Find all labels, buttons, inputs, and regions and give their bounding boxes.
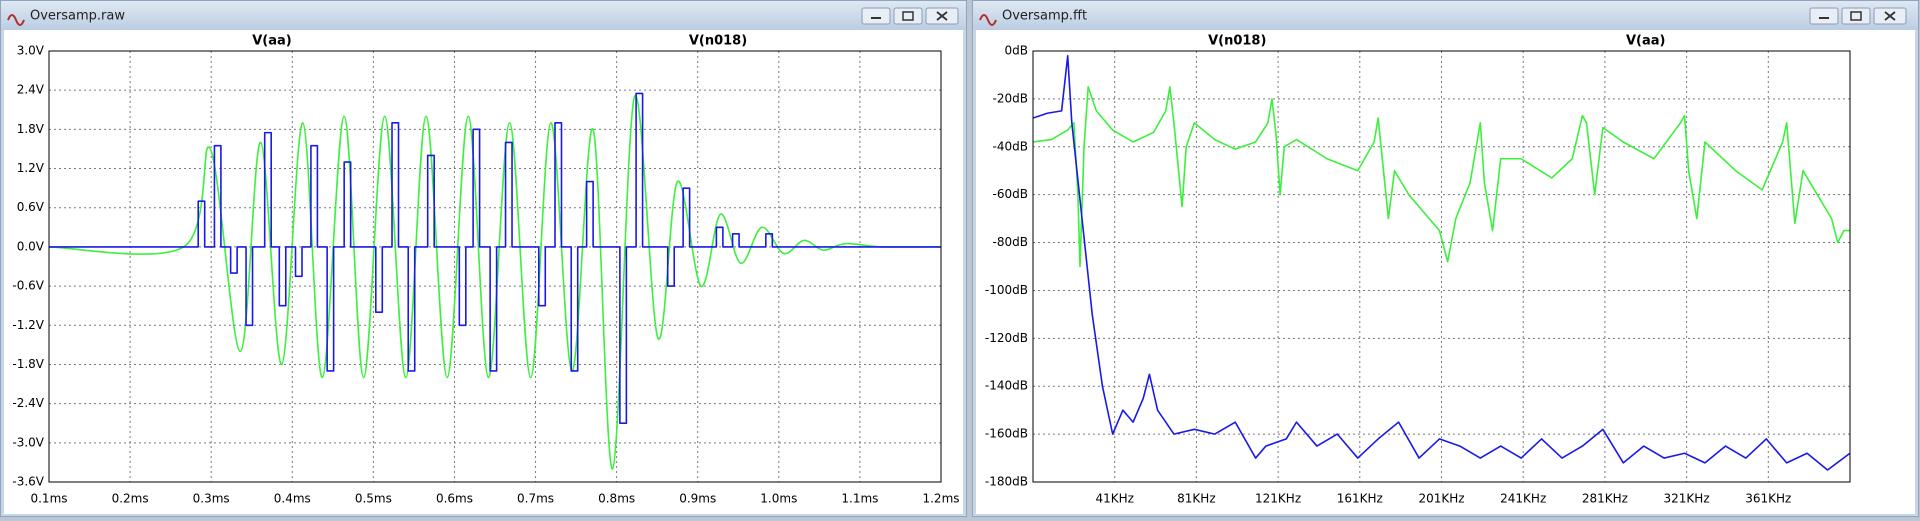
y-tick-label: -120dB: [985, 331, 1028, 345]
x-tick-label: 1.1ms: [841, 492, 878, 506]
x-tick-label: 0.4ms: [274, 492, 311, 506]
x-tick-label: 81KHz: [1177, 492, 1215, 506]
x-tick-label: 0.2ms: [112, 492, 149, 506]
app-icon: [979, 14, 997, 26]
x-tick-label: 281KHz: [1582, 492, 1628, 506]
y-tick-label: -160dB: [985, 427, 1028, 441]
plot-area: [49, 51, 941, 482]
y-tick-label: -0.6V: [12, 279, 44, 293]
plot-border: [1032, 50, 1851, 483]
plot-border: [48, 50, 942, 483]
x-tick-label: 1.0ms: [760, 492, 797, 506]
y-tick-label: -180dB: [985, 475, 1028, 489]
series-group: [1033, 54, 1850, 471]
chart: 3.0V 2.4V 1.8V 1.2V 0.6V 0.0V -0.6V -1.2V -1.8V -…: [12, 34, 959, 506]
y-tick-label: -40dB: [993, 139, 1028, 153]
x-tick-label: 0.7ms: [517, 492, 554, 506]
y-tick-label: -2.4V: [12, 396, 44, 410]
x-tick-label: 241KHz: [1500, 492, 1546, 506]
x-tick-label: 0.8ms: [598, 492, 635, 506]
restore-icon: [1850, 11, 1862, 21]
x-tick-label: 0.5ms: [355, 492, 392, 506]
y-tick-label: -1.2V: [12, 318, 44, 332]
y-tick-label: 3.0V: [17, 44, 45, 58]
y-tick-label: 0.0V: [17, 239, 45, 253]
legend-label: V(aa): [252, 34, 292, 49]
series-line: [49, 94, 941, 470]
x-tick-label: 121KHz: [1255, 492, 1301, 506]
legend-label: V(n018): [689, 34, 747, 49]
close-icon: [936, 11, 948, 21]
title-bar: [973, 1, 1918, 30]
x-tick-label: 0.9ms: [679, 492, 716, 506]
series-line: [1033, 54, 1850, 471]
x-tick-label: 361KHz: [1745, 492, 1791, 506]
x-tick-label: 0.1ms: [30, 492, 67, 506]
x-tick-label: 41KHz: [1095, 492, 1133, 506]
y-tick-label: 1.2V: [17, 161, 45, 175]
x-tick-label: 0.6ms: [436, 492, 473, 506]
y-tick-label: 0dB: [1005, 44, 1028, 58]
x-tick-label: 1.2ms: [922, 492, 959, 506]
minimize-button[interactable]: [861, 7, 891, 25]
x-tick-label: 321KHz: [1664, 492, 1710, 506]
y-tick-label: -80dB: [993, 235, 1028, 249]
y-tick-label: -1.8V: [12, 357, 44, 371]
legend-label: V(aa): [1626, 34, 1666, 49]
y-tick-label: 0.6V: [17, 200, 45, 214]
window-title: Oversamp.raw: [30, 9, 125, 24]
minimize-button[interactable]: [1809, 7, 1839, 25]
y-tick-label: 2.4V: [17, 83, 45, 97]
minimize-icon: [1819, 17, 1829, 19]
y-tick-label: -140dB: [985, 379, 1028, 393]
series-line: [1033, 86, 1850, 268]
y-tick-label: -3.0V: [12, 435, 44, 449]
restore-button[interactable]: [1841, 7, 1871, 25]
minimize-icon: [871, 17, 881, 19]
window-title: Oversamp.fft: [1002, 9, 1087, 24]
series-group: [49, 92, 941, 470]
close-icon: [1884, 11, 1896, 21]
y-tick-label: 1.8V: [17, 122, 45, 136]
title-bar: [1, 1, 966, 30]
app-icon: [7, 14, 25, 26]
y-tick-label: -20dB: [993, 91, 1028, 105]
series-line: [49, 92, 941, 425]
x-tick-label: 161KHz: [1337, 492, 1383, 506]
x-tick-label: 201KHz: [1418, 492, 1464, 506]
legend-label: V(n018): [1208, 34, 1266, 49]
restore-button[interactable]: [893, 7, 923, 25]
restore-icon: [902, 11, 914, 21]
y-tick-label: -3.6V: [12, 475, 44, 489]
y-tick-label: -100dB: [985, 283, 1028, 297]
x-tick-label: 0.3ms: [193, 492, 230, 506]
y-tick-label: -60dB: [993, 187, 1028, 201]
chart: 0dB -20dB -40dB -60dB -80dB -100dB -120dB -140d…: [985, 34, 1851, 506]
